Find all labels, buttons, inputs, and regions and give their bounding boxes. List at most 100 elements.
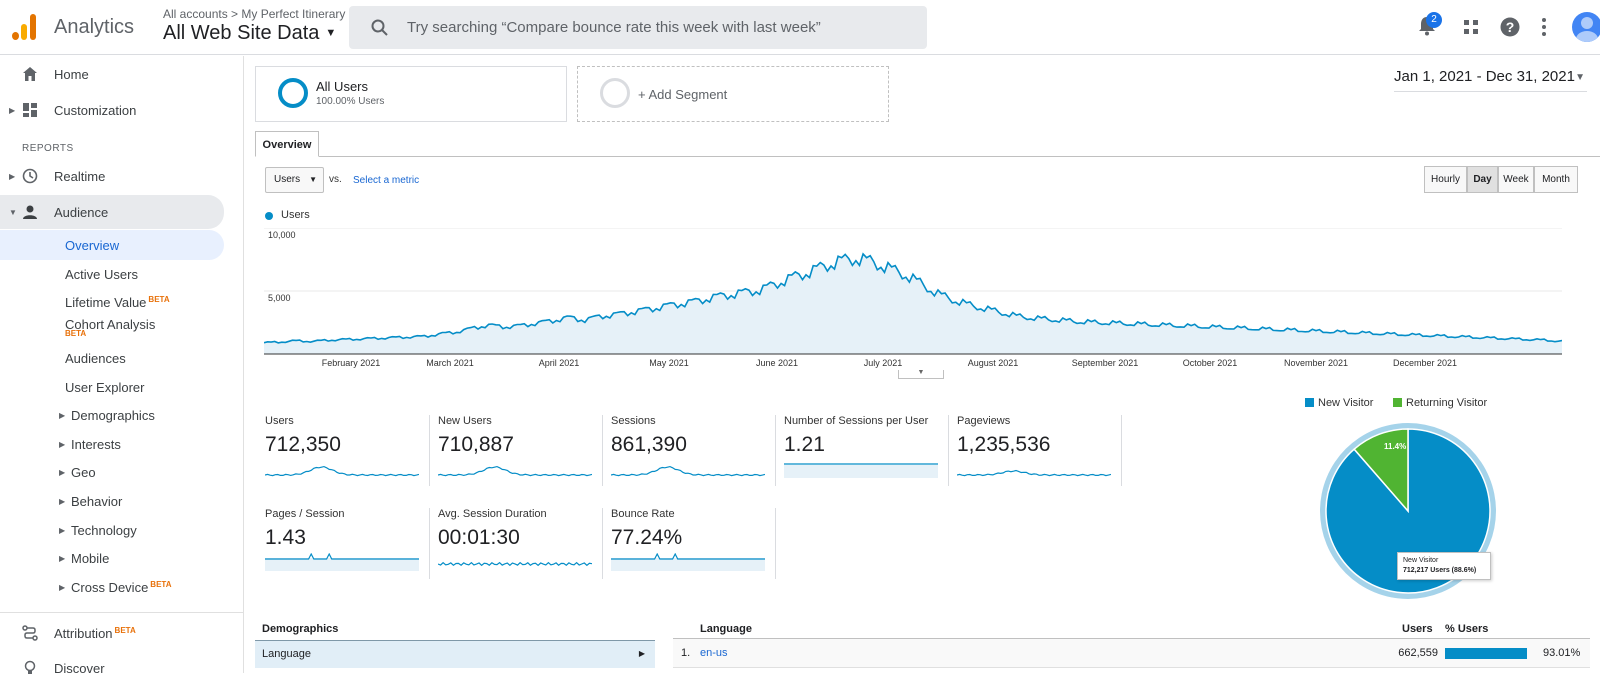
legend-dot-users bbox=[265, 212, 273, 220]
language-link[interactable]: en-us bbox=[700, 647, 728, 659]
metric-card[interactable]: Bounce Rate 77.24% bbox=[611, 508, 776, 579]
apps-grid-icon[interactable] bbox=[1463, 19, 1479, 35]
metric-value: 1.21 bbox=[784, 433, 825, 456]
sidebar-item-realtime[interactable]: ▶ Realtime bbox=[0, 160, 224, 192]
sidebar-divider bbox=[0, 612, 244, 613]
sidebar-item-home[interactable]: Home bbox=[0, 58, 224, 90]
sidebar-item-user-explorer[interactable]: User Explorer bbox=[0, 371, 224, 403]
sidebar-item-mobile[interactable]: ▶ Mobile bbox=[0, 542, 224, 574]
sidebar-item-label: Interests bbox=[71, 436, 121, 452]
analytics-logo-icon[interactable] bbox=[12, 14, 38, 40]
sidebar-item-attribution[interactable]: Attribution BETA bbox=[0, 617, 224, 649]
pct-users-bar bbox=[1445, 648, 1527, 659]
pie-legend-new-visitor: New Visitor bbox=[1305, 397, 1373, 409]
segment-all-users[interactable]: All Users 100.00% Users bbox=[255, 66, 567, 122]
users-column-header[interactable]: Users bbox=[1402, 623, 1433, 635]
add-segment-button[interactable]: + Add Segment bbox=[577, 66, 889, 122]
sidebar-item-active-users[interactable]: Active Users bbox=[0, 258, 224, 290]
granularity-day-button[interactable]: Day bbox=[1467, 166, 1498, 193]
x-tick-label: April 2021 bbox=[538, 358, 580, 368]
sidebar-item-audience[interactable]: ▼ Audience bbox=[0, 195, 224, 229]
sidebar-item-label: Realtime bbox=[54, 168, 106, 184]
metric-card[interactable]: Avg. Session Duration 00:01:30 bbox=[438, 508, 603, 579]
sparkline-line bbox=[611, 465, 765, 477]
sidebar-item-geo[interactable]: ▶ Geo bbox=[0, 456, 224, 488]
svg-text:?: ? bbox=[1506, 19, 1515, 35]
legend-label-users: Users bbox=[281, 209, 310, 221]
demographics-row-label: Language bbox=[262, 648, 311, 660]
metric-dropdown[interactable]: Users ▼ bbox=[265, 167, 324, 193]
metric-sparkline bbox=[438, 561, 592, 567]
metric-label: Bounce Rate bbox=[611, 508, 675, 520]
date-range-picker[interactable]: Jan 1, 2021 - Dec 31, 2021 ▼ bbox=[1394, 68, 1587, 92]
dashboard-icon bbox=[23, 103, 37, 117]
sidebar-item-label: Technology bbox=[71, 522, 137, 538]
metric-card[interactable]: Users 712,350 bbox=[265, 415, 430, 486]
metric-card[interactable]: Sessions 861,390 bbox=[611, 415, 776, 486]
expand-arrow-icon: ▶ bbox=[9, 171, 16, 181]
sidebar-item-audiences[interactable]: Audiences bbox=[0, 342, 224, 374]
view-selector[interactable]: All Web Site Data ▼ bbox=[163, 22, 336, 45]
reports-section-label: REPORTS bbox=[22, 143, 74, 154]
pct-users-column-header[interactable]: % Users bbox=[1445, 623, 1489, 635]
search-placeholder: Try searching “Compare bounce rate this … bbox=[407, 19, 821, 36]
sidebar-item-label: Home bbox=[54, 66, 89, 82]
sparkline-fill bbox=[611, 558, 765, 571]
account-breadcrumb[interactable]: All accounts > My Perfect Itinerary bbox=[163, 7, 346, 21]
users-series-line bbox=[264, 252, 1562, 344]
metric-sparkline bbox=[611, 465, 765, 477]
sidebar-item-overview[interactable]: Overview bbox=[0, 230, 224, 260]
legend-swatch bbox=[1305, 398, 1314, 407]
sidebar-item-label: Behavior bbox=[71, 493, 123, 509]
granularity-hourly-button[interactable]: Hourly bbox=[1424, 166, 1467, 193]
more-options-icon[interactable] bbox=[1541, 17, 1547, 37]
sidebar-item-customization[interactable]: ▶ Customization bbox=[0, 94, 224, 126]
metric-value: 1,235,536 bbox=[957, 433, 1051, 456]
metric-label: Sessions bbox=[611, 415, 656, 427]
sidebar-item-discover[interactable]: Discover bbox=[0, 652, 224, 684]
metric-card[interactable]: New Users 710,887 bbox=[438, 415, 603, 486]
segment-title: All Users bbox=[316, 79, 369, 94]
search-bar[interactable]: Try searching “Compare bounce rate this … bbox=[349, 6, 927, 49]
metric-label: Number of Sessions per User bbox=[784, 415, 929, 427]
metric-card[interactable]: Pages / Session 1.43 bbox=[265, 508, 430, 579]
pie-slice-returning-visitor[interactable] bbox=[1353, 428, 1409, 514]
tab-overview[interactable]: Overview bbox=[255, 131, 319, 157]
metric-card[interactable]: Pageviews 1,235,536 bbox=[957, 415, 1122, 486]
metric-value: 00:01:30 bbox=[438, 526, 520, 549]
sidebar-item-lifetime-value[interactable]: Lifetime Value BETA bbox=[0, 286, 224, 318]
metric-sparkline bbox=[784, 463, 938, 478]
metric-sparkline bbox=[265, 465, 419, 477]
sidebar-item-label: User Explorer bbox=[65, 379, 145, 395]
expand-arrow-icon: ▶ bbox=[59, 496, 66, 506]
x-tick-label: December 2021 bbox=[1392, 358, 1458, 368]
sidebar-item-cross-device[interactable]: ▶ Cross Device BETA bbox=[0, 571, 224, 603]
sparkline-fill bbox=[265, 558, 419, 571]
chart-resize-handle[interactable]: ▼ bbox=[898, 369, 944, 379]
sidebar-item-interests[interactable]: ▶ Interests bbox=[0, 428, 224, 460]
metric-value: 710,887 bbox=[438, 433, 514, 456]
segment-ring-icon bbox=[278, 78, 308, 108]
sparkline-fill bbox=[784, 465, 938, 478]
granularity-week-button[interactable]: Week bbox=[1498, 166, 1534, 193]
sidebar-item-demographics[interactable]: ▶ Demographics bbox=[0, 399, 224, 431]
help-icon[interactable]: ? bbox=[1500, 17, 1520, 37]
select-metric-link[interactable]: Select a metric bbox=[353, 175, 420, 186]
add-segment-label: + Add Segment bbox=[638, 87, 728, 102]
demographics-language-row[interactable]: Language ▶ bbox=[255, 640, 655, 668]
users-line-chart[interactable] bbox=[264, 228, 1562, 356]
sidebar-item-label: Customization bbox=[54, 102, 137, 118]
sidebar-item-cohort-analysis[interactable]: Cohort Analysis bbox=[0, 308, 224, 340]
metric-label: Avg. Session Duration bbox=[438, 508, 547, 520]
granularity-month-button[interactable]: Month bbox=[1534, 166, 1578, 193]
tooltip-title: New Visitor bbox=[1403, 557, 1439, 564]
sidebar-item-technology[interactable]: ▶ Technology bbox=[0, 514, 224, 546]
y-tick-label: 5,000 bbox=[268, 293, 291, 303]
pie-tooltip: New Visitor 712,217 Users (88.6%) bbox=[1397, 552, 1491, 580]
user-avatar[interactable] bbox=[1572, 12, 1600, 42]
date-range-text: Jan 1, 2021 - Dec 31, 2021 bbox=[1394, 68, 1575, 85]
legend-swatch bbox=[1393, 398, 1402, 407]
metric-card[interactable]: Number of Sessions per User 1.21 bbox=[784, 415, 949, 486]
sidebar-item-behavior[interactable]: ▶ Behavior bbox=[0, 485, 224, 517]
metric-sparkline bbox=[611, 553, 765, 571]
